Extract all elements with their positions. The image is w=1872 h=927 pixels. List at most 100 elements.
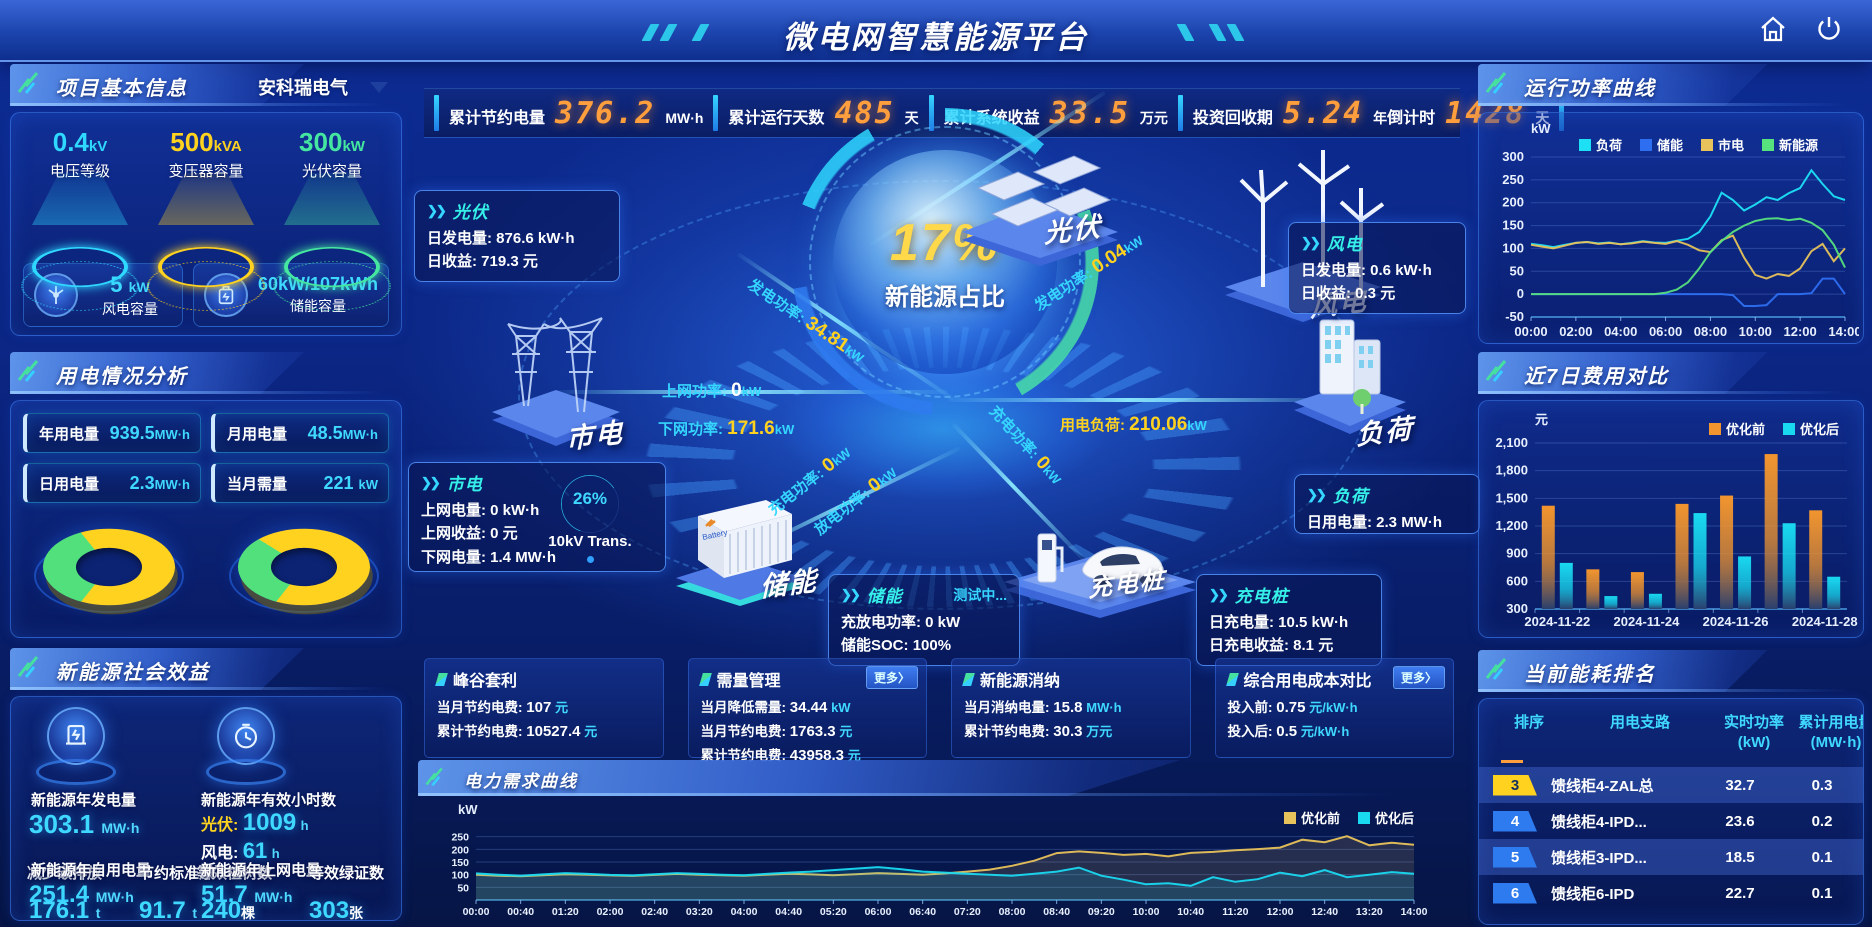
svg-text:08:00: 08:00 [999, 906, 1026, 918]
svg-text:00:00: 00:00 [463, 906, 490, 918]
panel-title: 近7日费用对比 [1524, 366, 1670, 388]
svg-text:-50: -50 [1505, 309, 1524, 324]
svg-text:900: 900 [1506, 546, 1528, 561]
panel-cost-compare: 近7日费用对比 元 优化前 优化后 300 600 900 1,200 1,500 1,8… [1478, 352, 1864, 638]
gen-label: 新能源年发电量 [31, 792, 137, 809]
header: 微电网智慧能源平台 [0, 0, 1872, 62]
info-box-storage: ❯❯ 储能 测试中... 充放电功率: 0 kW 储能SOC: 100% [828, 574, 1020, 666]
table-row[interactable]: 5 馈线柜3-IPD... 18.5 0.1 [1479, 839, 1863, 875]
svg-text:06:00: 06:00 [865, 906, 892, 918]
panel-title: 用电情况分析 [56, 366, 188, 388]
svg-text:0: 0 [1517, 286, 1524, 301]
co2-value: 176.1 t [29, 897, 101, 921]
table-row[interactable]: 6 馈线柜6-IPD 22.7 0.1 [1479, 875, 1863, 911]
chevron-down-icon [370, 81, 388, 93]
energy-beam [948, 398, 1348, 402]
panel-corner-icon [1485, 658, 1507, 680]
cert-label: 等效绿证数 [309, 865, 385, 882]
panel-title: 运行功率曲线 [1524, 78, 1656, 100]
svg-text:50: 50 [457, 882, 469, 894]
svg-text:02:40: 02:40 [641, 906, 668, 918]
podium-transformer: 500kVA 变压器容量 [147, 127, 265, 311]
panel-usage-analysis: 用电情况分析 年用电量 939.5MW·h 月用电量 48.5MW·h 日用电量 2.… [10, 352, 402, 638]
podium-value: 300 [299, 127, 343, 157]
more-button[interactable]: 更多〉 [1392, 666, 1445, 689]
cost-legend: 优化前 优化后 [1708, 419, 1839, 438]
demand-legend: 优化前 优化后 [1283, 808, 1414, 827]
hours-pedestal [203, 707, 289, 785]
svg-text:01:20: 01:20 [552, 906, 579, 918]
info-box-pv: ❯❯ 光伏 日发电量: 876.6 kW·h 日收益: 719.3 元 [414, 190, 620, 282]
donut-year [227, 513, 380, 621]
coal-label: 节约标准煤 [139, 865, 215, 882]
solar-node-icon [962, 155, 1118, 266]
title-decor-right [1176, 24, 1245, 41]
gen-value: 303.1 MW·h [29, 809, 140, 839]
info-box-load: ❯❯ 负荷 日用电量: 2.3 MW·h [1294, 474, 1480, 534]
panel-corner-icon [17, 656, 39, 678]
home-icon[interactable] [1758, 14, 1788, 44]
power-curve-chart: -50 0 50 100 150 200 250 300 00:00 02:00 04:00 06:0… [1502, 149, 1861, 339]
node-label-pv: 光伏 [1043, 211, 1103, 249]
card-corner-icon [1225, 672, 1239, 686]
hours-label: 新能源年有效小时数 [201, 792, 337, 809]
svg-text:14:00: 14:00 [1828, 324, 1859, 339]
company-selector[interactable]: 安科瑞电气 [258, 74, 388, 100]
more-button[interactable]: 更多〉 [865, 666, 918, 689]
axis-unit: 元 [1535, 412, 1549, 427]
legend-grid-month: 电网月供电:33.1 MW·h (64%) [21, 633, 205, 638]
scroll-indicator [1501, 760, 1523, 763]
svg-text:1,800: 1,800 [1495, 463, 1528, 478]
coal-value: 91.7 t [139, 897, 198, 921]
svg-text:14:00: 14:00 [1401, 906, 1428, 918]
svg-text:2,100: 2,100 [1495, 435, 1528, 450]
new-energy-percent-label: 新能源占比 [885, 283, 1005, 311]
panel-title: 项目基本信息 [56, 78, 188, 100]
storage-node-icon: Battery [676, 500, 804, 606]
panel-corner-icon [425, 767, 443, 787]
svg-text:12:00: 12:00 [1267, 906, 1294, 918]
svg-text:250: 250 [1502, 172, 1524, 187]
pv-hours: 光伏: 1009 h [201, 809, 309, 836]
panel-title: 电力需求曲线 [464, 772, 578, 791]
transformer-gauge: 26% 10kV Trans. [531, 475, 649, 563]
chevrons-icon: ❯❯ [421, 474, 441, 490]
storage-status: 测试中... [953, 586, 1007, 603]
cost-compare-chart: 300 600 900 1,200 1,500 1,800 2,100 2024-11-22 2… [1495, 435, 1857, 629]
svg-text:300: 300 [1506, 601, 1528, 616]
col-branch: 用电支路 [1609, 714, 1670, 731]
svg-text:11:20: 11:20 [1222, 906, 1248, 918]
panel-power-curve: 运行功率曲线 kW 负荷 储能 市电 新能源 -50 0 50 100 150 200 25… [1478, 64, 1864, 344]
grid-export-value: 51.7 MW·h [201, 881, 293, 908]
svg-text:12:40: 12:40 [1311, 906, 1338, 918]
table-row[interactable]: 4 馈线柜4-IPD... 23.6 0.2 [1479, 803, 1863, 839]
node-label-load: 负荷 [1355, 413, 1415, 451]
info-box-wind: ❯❯ 风电 日发电量: 0.6 kW·h 日收益: 0.3 元 [1288, 222, 1466, 314]
stat-day-usage: 日用电量 2.3MW·h [23, 463, 201, 503]
power-icon[interactable] [1814, 14, 1844, 44]
svg-text:08:00: 08:00 [1694, 324, 1727, 339]
panel-corner-icon [17, 360, 39, 382]
svg-text:04:00: 04:00 [1604, 324, 1637, 339]
svg-text:2024-11-26: 2024-11-26 [1703, 614, 1769, 629]
legend-grid-year: 电网年供电:689.7 MW·h (69%) [211, 633, 395, 638]
svg-text:150: 150 [451, 857, 469, 869]
svg-text:06:40: 06:40 [909, 906, 936, 918]
svg-text:02:00: 02:00 [1559, 324, 1592, 339]
rank-badge: 6 [1493, 882, 1537, 904]
grid-node-icon [492, 317, 620, 446]
panel-corner-icon [1485, 72, 1507, 94]
self-use-label: 新能源年自用电量 [31, 862, 152, 879]
svg-text:1,200: 1,200 [1495, 518, 1528, 533]
svg-text:150: 150 [1502, 218, 1524, 233]
cert-value: 303张 [309, 897, 364, 921]
svg-text:200: 200 [1502, 195, 1524, 210]
table-row[interactable]: 3 馈线柜4-ZAL总 32.7 0.3 [1479, 767, 1863, 803]
svg-text:2024-11-22: 2024-11-22 [1524, 614, 1590, 629]
rank-badge: 4 [1493, 810, 1537, 832]
svg-text:07:20: 07:20 [954, 906, 981, 918]
ranking-rows: 3 馈线柜4-ZAL总 32.7 0.3 4 馈线柜4-IPD... 23.6 … [1479, 767, 1863, 915]
card-corner-icon [435, 672, 448, 686]
donut-month [32, 513, 185, 621]
